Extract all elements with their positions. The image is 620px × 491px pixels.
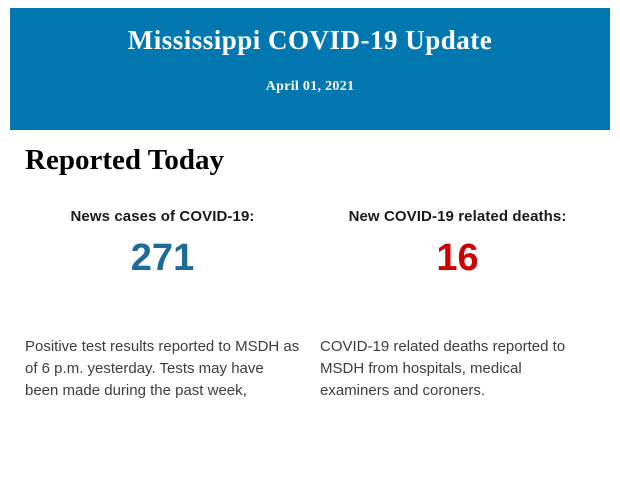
new-deaths-description: COVID-19 related deaths reported to MSDH… [320,337,566,399]
stat-new-deaths: New COVID-19 related deaths: 16 COVID-19… [320,208,595,402]
new-cases-description: Positive test results reported to MSDH a… [25,337,300,399]
page-title: Mississippi COVID-19 Update [127,25,493,55]
covid-update-page: Mississippi COVID-19 Update April 01, 20… [0,8,620,491]
new-cases-value: 271 [130,236,195,279]
new-deaths-label: New COVID-19 related deaths: [348,207,567,225]
report-date: April 01, 2021 [265,78,355,94]
new-cases-label: News cases of COVID-19: [70,207,255,225]
update-header: Mississippi COVID-19 Update April 01, 20… [10,8,610,130]
new-deaths-value: 16 [436,236,479,279]
section-heading: Reported Today [25,144,225,176]
stats-row: News cases of COVID-19: 271 Positive tes… [25,208,595,402]
report-body: Reported Today News cases of COVID-19: 2… [0,143,620,402]
stat-new-cases: News cases of COVID-19: 271 Positive tes… [25,208,300,402]
